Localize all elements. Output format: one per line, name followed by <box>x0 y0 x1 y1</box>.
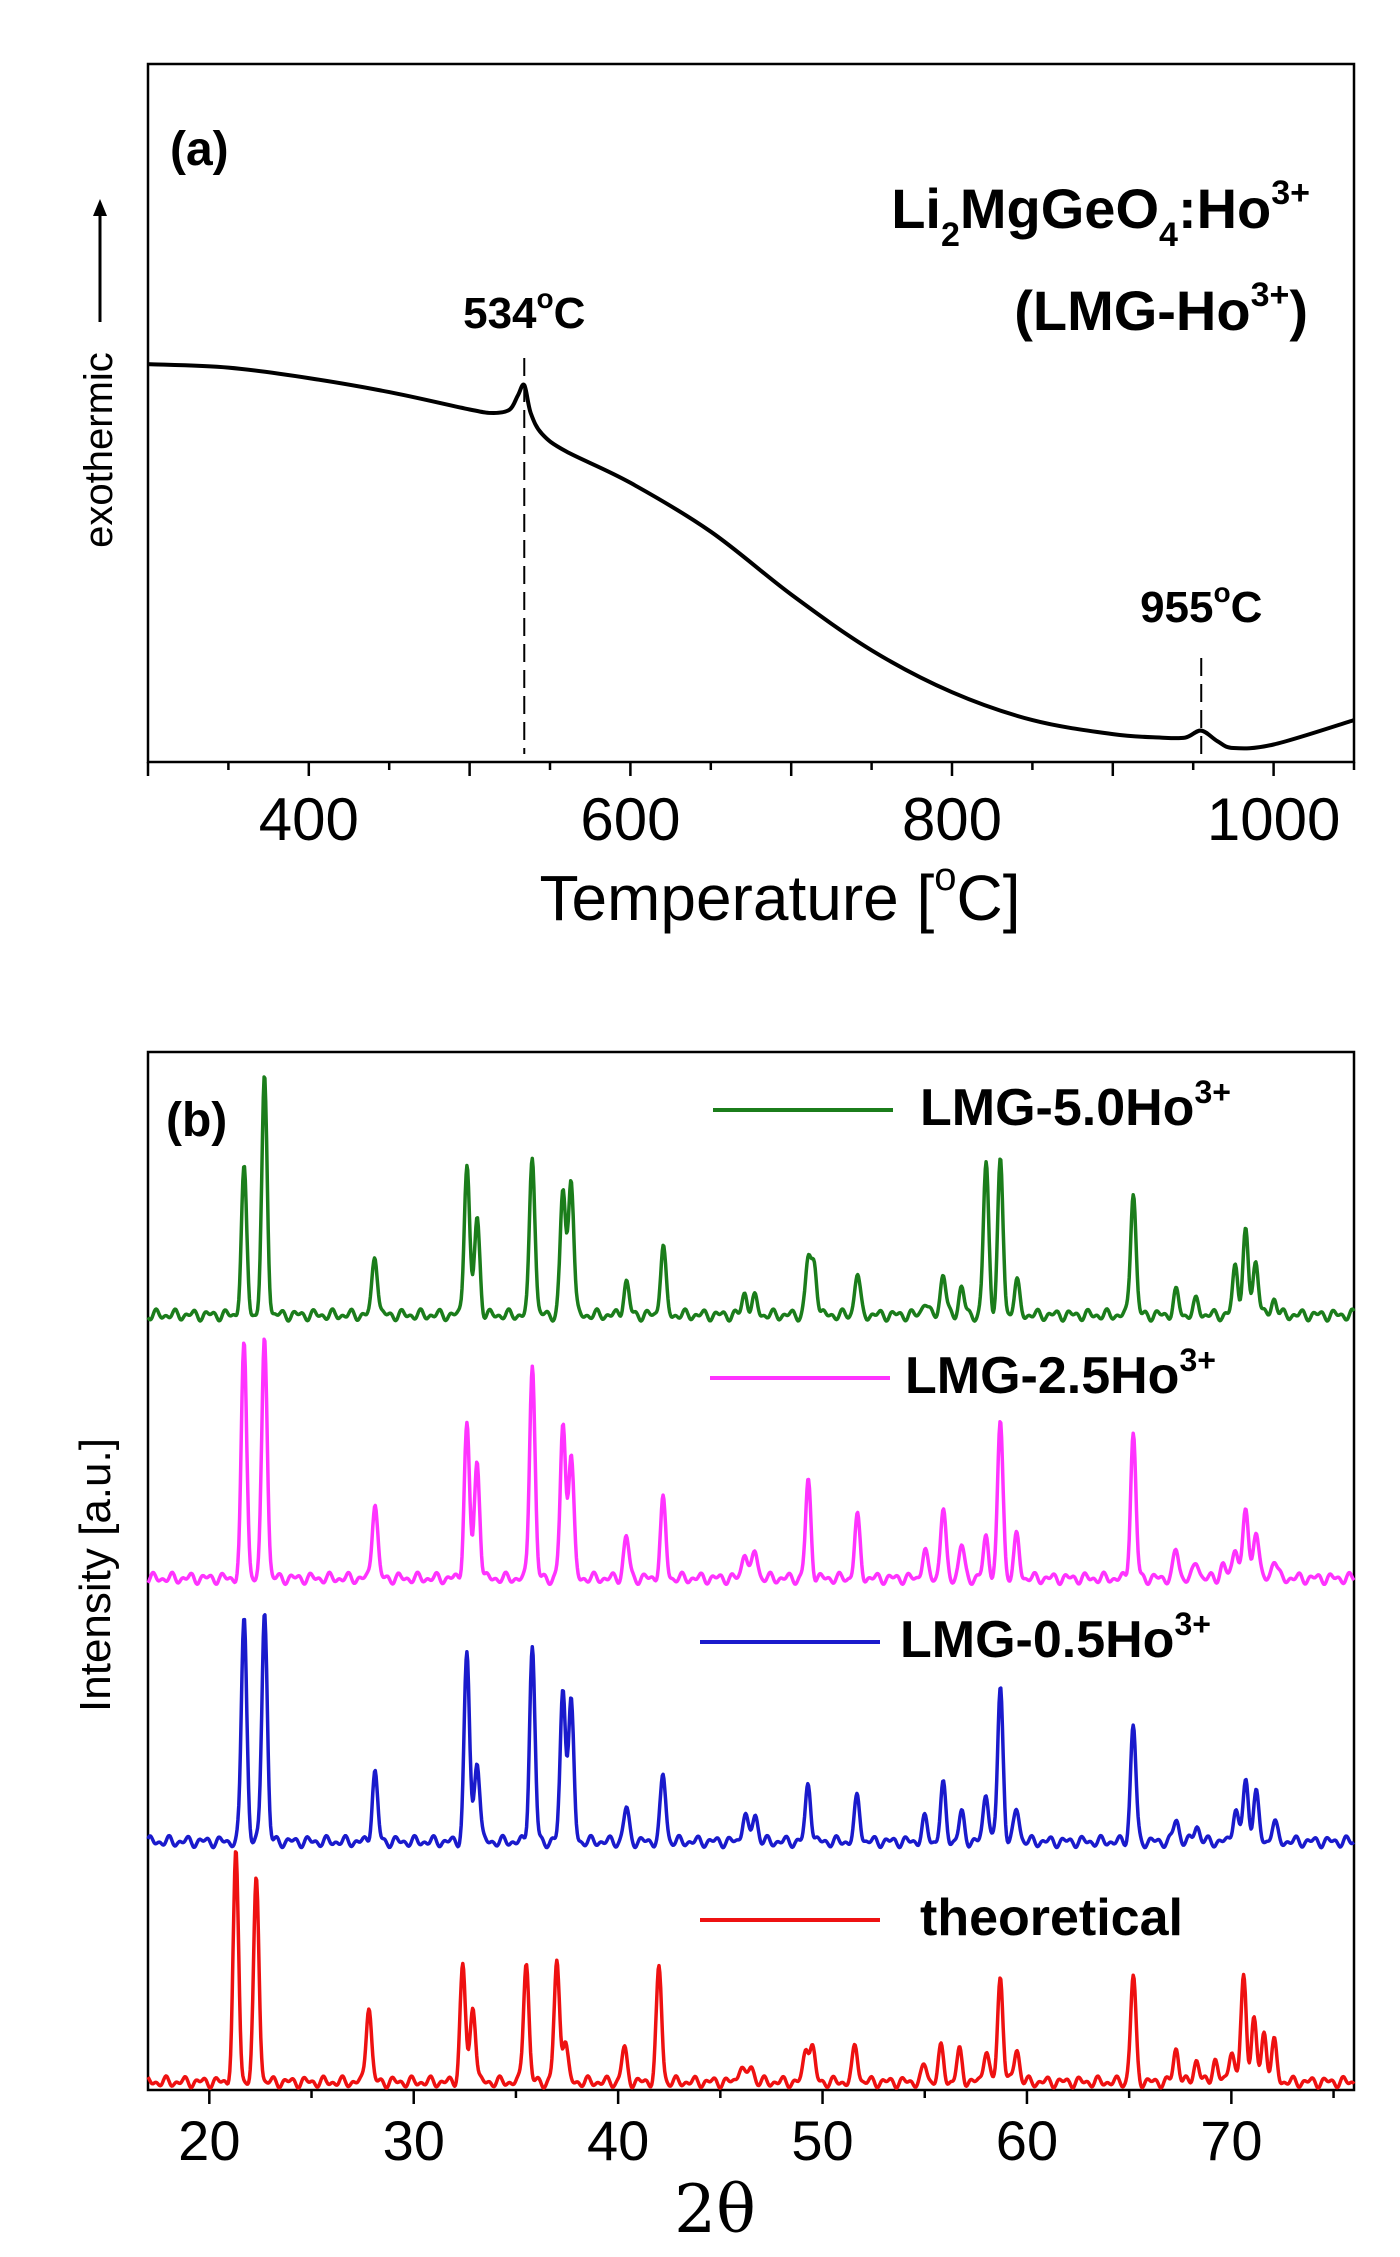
dta-annotations: 534oC 955oC <box>463 283 1262 754</box>
svg-text:exothermic: exothermic <box>77 352 121 548</box>
xrd-x-tick-labels: 20 30 40 50 60 70 <box>178 2109 1262 2172</box>
xrd-patterns <box>146 1075 1356 2090</box>
dta-panel: 400 600 800 1000 534oC 955oC (a) Li2MgGeO4:H… <box>77 62 1356 934</box>
dta-plot-frame <box>146 62 1356 764</box>
temperature-annotation: 955oC <box>1140 577 1262 632</box>
xrd-x-axis-label: 2θ <box>674 2171 756 2248</box>
xrd-pattern-0 <box>146 1075 1356 1323</box>
panel-b-label: (b) <box>166 1094 227 1147</box>
dta-x-axis-label: Temperature [oC] <box>539 855 1020 934</box>
dta-x-tick-label: 1000 <box>1207 786 1340 853</box>
xrd-pattern-1 <box>146 1337 1356 1587</box>
xrd-x-tick-label: 20 <box>178 2109 240 2172</box>
legend-label: LMG-0.5Ho3+ <box>900 1606 1211 1669</box>
xrd-legend: LMG-5.0Ho3+ LMG-2.5Ho3+ LMG-0.5Ho3+ theoret… <box>700 1074 1231 1947</box>
dta-x-ticks <box>146 762 1356 776</box>
panel-a-label: (a) <box>170 123 229 176</box>
legend-label: LMG-5.0Ho3+ <box>920 1074 1231 1137</box>
legend-label: theoretical <box>920 1889 1183 1947</box>
legend-label: LMG-2.5Ho3+ <box>905 1342 1216 1405</box>
dta-x-tick-label: 800 <box>902 786 1002 853</box>
dta-y-axis-label: exothermic <box>77 199 121 548</box>
dta-title-formula: Li2MgGeO4:Ho3+ <box>891 174 1310 254</box>
xrd-x-tick-label: 60 <box>996 2109 1058 2172</box>
dta-x-tick-label: 600 <box>580 786 680 853</box>
xrd-x-tick-label: 30 <box>383 2109 445 2172</box>
xrd-x-tick-label: 50 <box>791 2109 853 2172</box>
dta-x-tick-label: 400 <box>259 786 359 853</box>
xrd-y-axis-label: Intensity [a.u.] <box>71 1438 120 1712</box>
xrd-panel: 20 30 40 50 60 70 LMG-5.0Ho3+ LMG-2.5Ho3+ LMG-0… <box>71 1050 1356 2248</box>
xrd-x-ticks <box>208 2090 1335 2104</box>
xrd-x-tick-label: 40 <box>587 2109 649 2172</box>
xrd-pattern-3 <box>146 1850 1356 2090</box>
xrd-x-tick-label: 70 <box>1200 2109 1262 2172</box>
temperature-annotation: 534oC <box>463 283 585 338</box>
xrd-plot-frame <box>146 1050 1356 2092</box>
dta-title-abbrev: (LMG-Ho3+) <box>1014 276 1308 342</box>
exothermic-arrow-head <box>93 199 107 216</box>
dta-curve <box>147 362 1355 751</box>
dta-x-tick-labels: 400 600 800 1000 <box>259 786 1341 853</box>
xrd-pattern-2 <box>146 1613 1356 1850</box>
